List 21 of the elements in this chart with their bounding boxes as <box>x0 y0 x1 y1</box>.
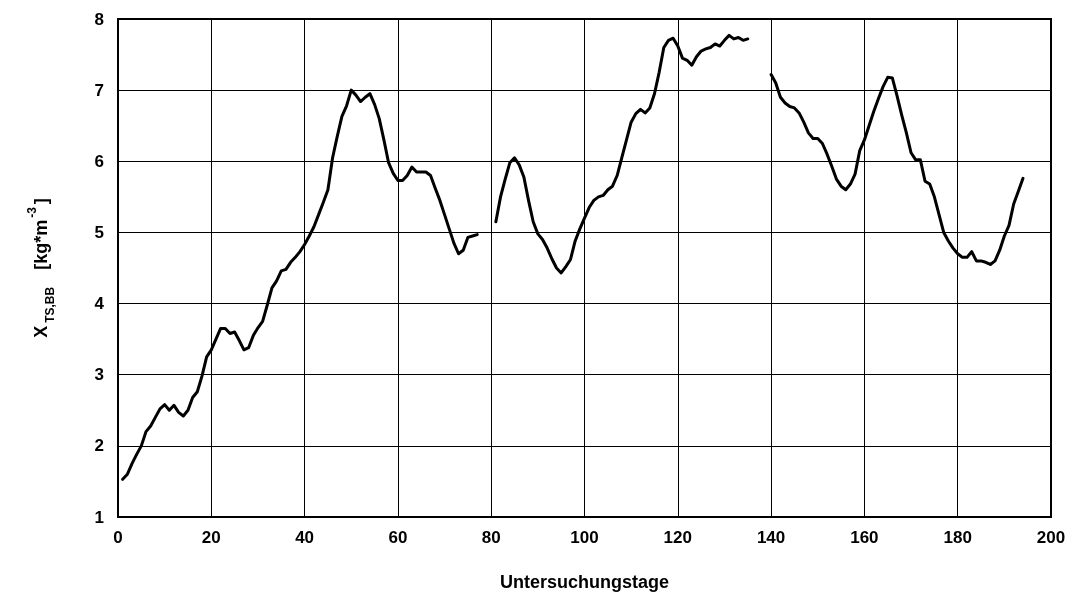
x-tick-label: 200 <box>1036 528 1066 547</box>
y-tick-label: 4 <box>94 294 105 314</box>
x-tick-label: 140 <box>756 528 786 547</box>
y-tick-label: 5 <box>94 222 104 242</box>
y-tick-label: 7 <box>94 80 104 100</box>
x-tick-label: 80 <box>481 528 501 547</box>
x-tick-label: 180 <box>943 528 972 547</box>
y-tick-label: 3 <box>94 365 104 385</box>
y-tick-label: 2 <box>94 436 104 456</box>
x-tick-label: 120 <box>663 528 692 547</box>
x-tick-label: 40 <box>295 528 315 547</box>
x-tick-label: 0 <box>113 528 123 547</box>
y-tick-label: 8 <box>94 9 104 29</box>
y-tick-label: 1 <box>94 507 104 527</box>
text: XTS,BB [kg*m-3] <box>25 198 57 338</box>
x-tick-label: 20 <box>201 528 221 547</box>
x-tick-label: 160 <box>850 528 879 547</box>
x-axis-title: Untersuchungstage <box>499 572 670 592</box>
y-tick-label: 6 <box>94 151 104 171</box>
x-tick-label: 60 <box>388 528 408 547</box>
x-tick-label: 100 <box>570 528 599 547</box>
